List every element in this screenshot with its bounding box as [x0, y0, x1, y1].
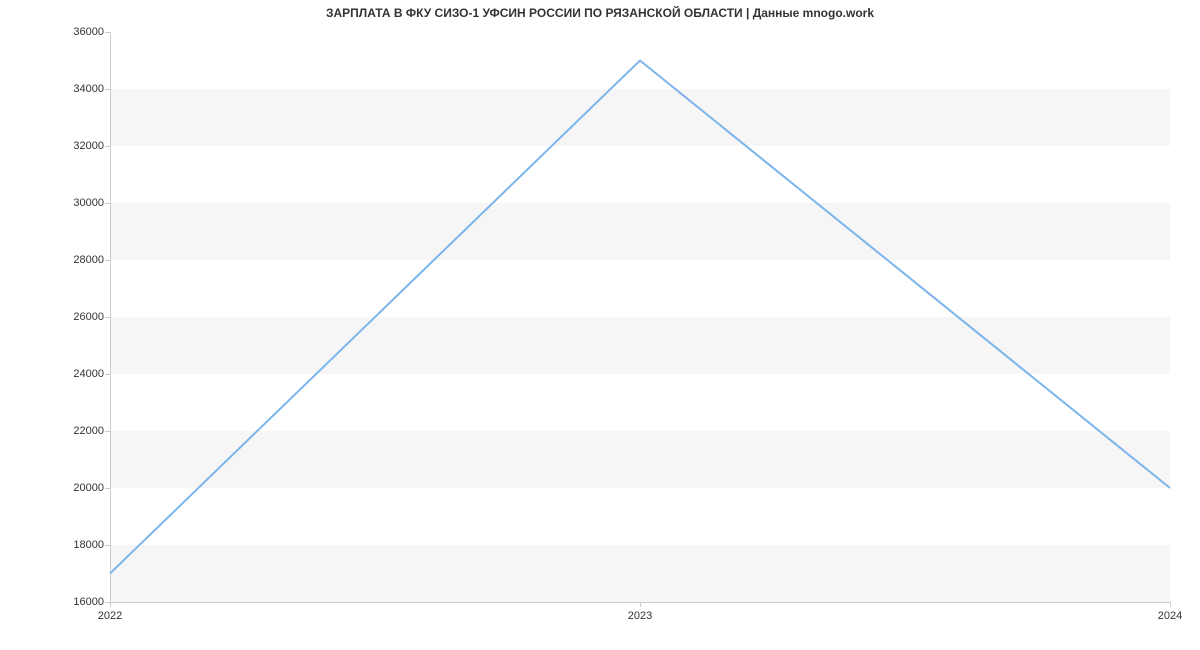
x-tick-label: 2024 [1158, 610, 1182, 622]
y-tick-label: 26000 [73, 311, 104, 323]
y-tick-label: 20000 [73, 482, 104, 494]
y-tick-label: 22000 [73, 425, 104, 437]
y-tick-label: 28000 [73, 254, 104, 266]
chart-title: ЗАРПЛАТА В ФКУ СИЗО-1 УФСИН РОССИИ ПО РЯ… [0, 6, 1200, 20]
x-axis-line [110, 602, 1170, 603]
x-tick-label: 2023 [628, 610, 652, 622]
y-tick-label: 18000 [73, 539, 104, 551]
x-tick-label: 2022 [98, 610, 122, 622]
plot-area: 1600018000200002200024000260002800030000… [110, 32, 1170, 602]
series-line [110, 61, 1170, 574]
y-tick-label: 30000 [73, 197, 104, 209]
x-tick-mark [1170, 602, 1171, 607]
y-tick-label: 16000 [73, 596, 104, 608]
line-layer [110, 32, 1170, 602]
y-tick-label: 34000 [73, 83, 104, 95]
y-tick-label: 36000 [73, 26, 104, 38]
y-tick-label: 24000 [73, 368, 104, 380]
y-tick-label: 32000 [73, 140, 104, 152]
